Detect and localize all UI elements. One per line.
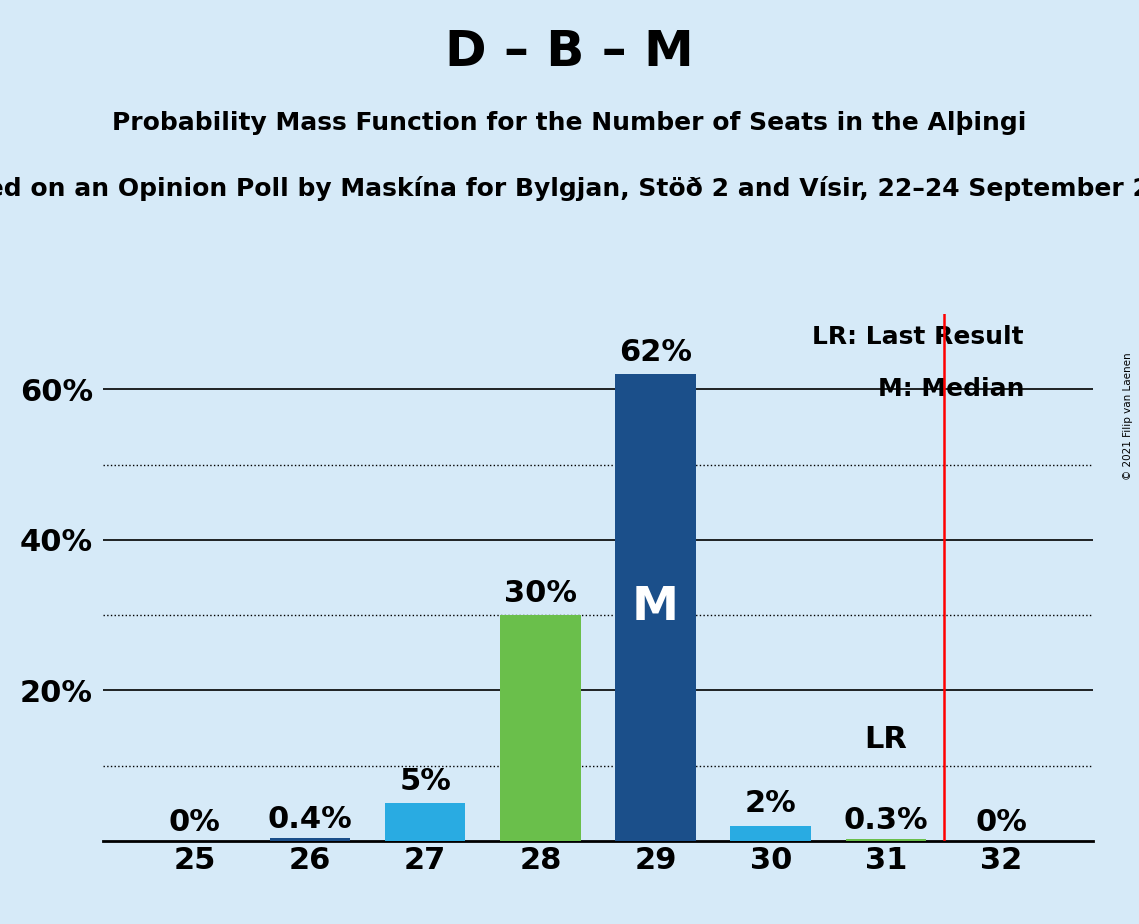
Text: 62%: 62%	[620, 338, 693, 367]
Text: 2%: 2%	[745, 789, 796, 819]
Bar	[730, 826, 811, 841]
Text: 0%: 0%	[975, 808, 1027, 837]
Text: 0.4%: 0.4%	[268, 805, 352, 834]
Bar	[845, 839, 926, 841]
Text: LR: LR	[865, 725, 908, 754]
Text: M: M	[632, 585, 679, 630]
Bar	[500, 615, 581, 841]
Text: 0%: 0%	[169, 808, 221, 837]
Text: Probability Mass Function for the Number of Seats in the Alþingi: Probability Mass Function for the Number…	[113, 111, 1026, 135]
Text: © 2021 Filip van Laenen: © 2021 Filip van Laenen	[1123, 352, 1133, 480]
Text: Based on an Opinion Poll by Maskína for Bylgjan, Stöð 2 and Vísir, 22–24 Septemb: Based on an Opinion Poll by Maskína for …	[0, 176, 1139, 201]
Bar	[385, 803, 466, 841]
Text: 30%: 30%	[503, 578, 576, 608]
Text: 0.3%: 0.3%	[844, 806, 928, 834]
Text: D – B – M: D – B – M	[445, 28, 694, 76]
Bar	[615, 374, 696, 841]
Text: LR: Last Result: LR: Last Result	[812, 324, 1024, 348]
Text: 5%: 5%	[399, 767, 451, 796]
Bar	[270, 838, 350, 841]
Text: M: Median: M: Median	[877, 377, 1024, 401]
